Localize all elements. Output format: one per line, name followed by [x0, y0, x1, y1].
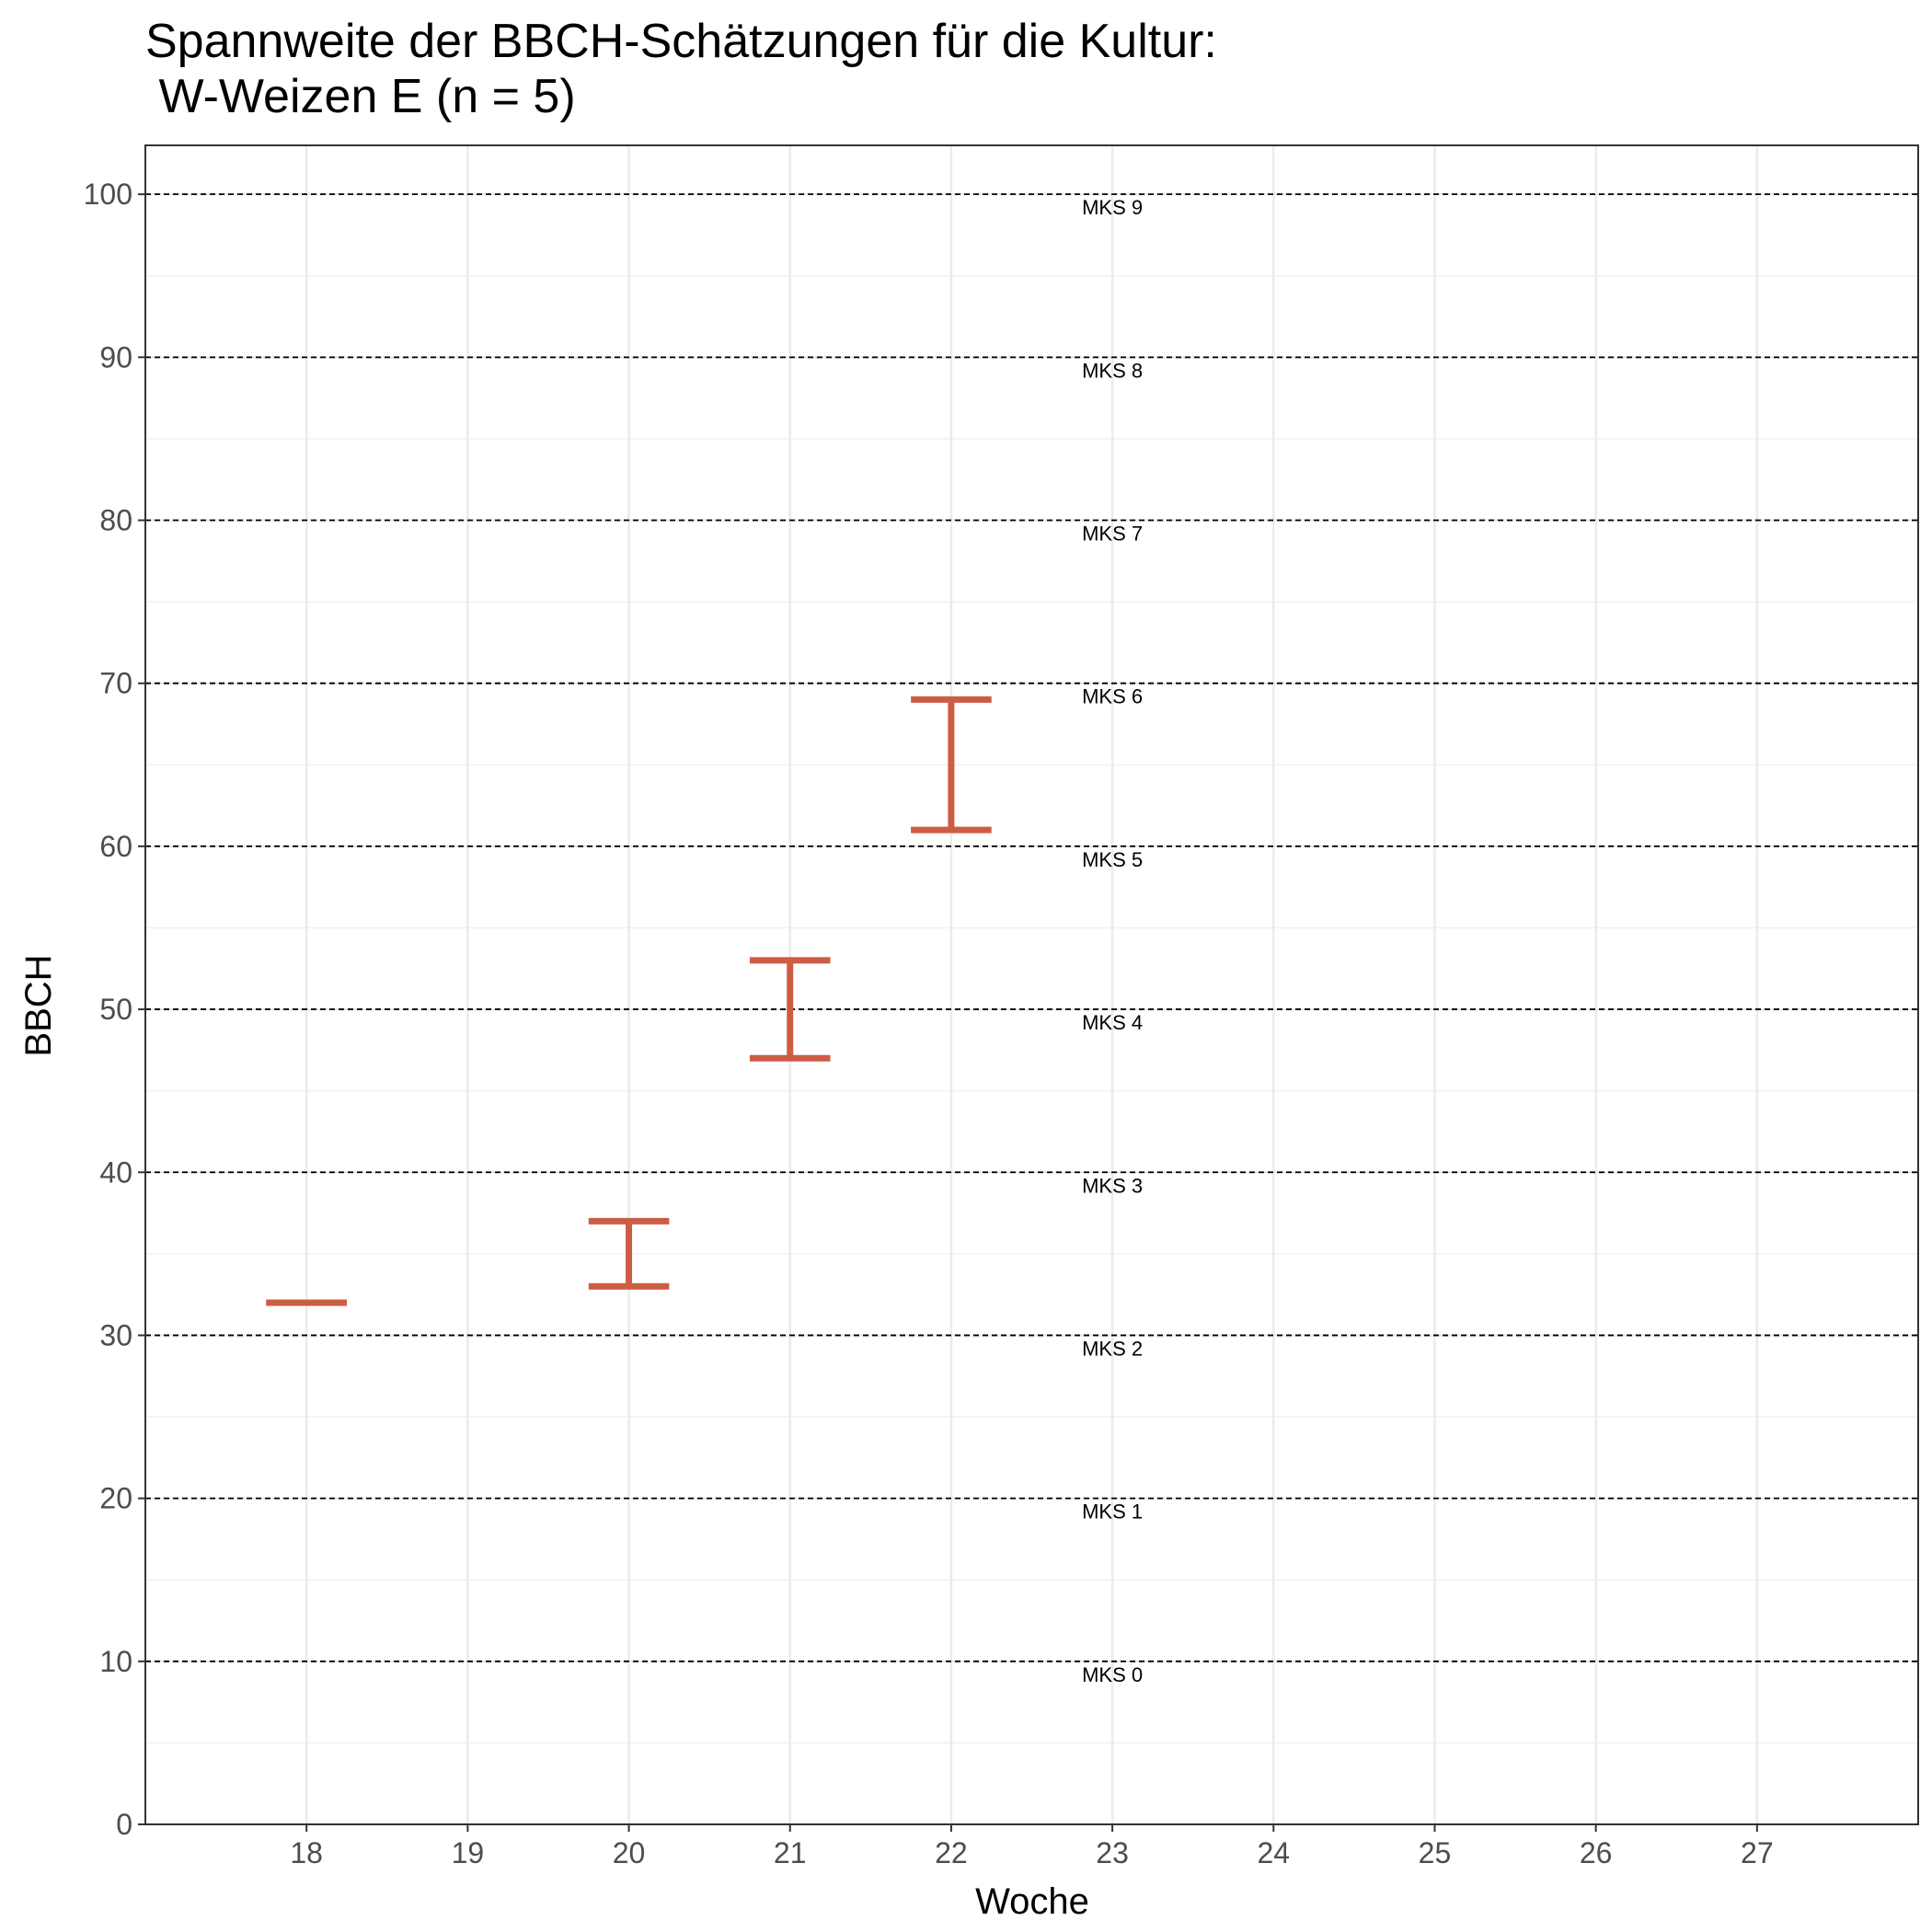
- x-tick-label: 25: [1419, 1836, 1452, 1869]
- x-tick-label: 21: [774, 1836, 807, 1869]
- chart-title-line1: Spannweite der BBCH-Schätzungen für die …: [145, 15, 1217, 68]
- x-tick-label: 23: [1096, 1836, 1129, 1869]
- y-tick-label: 60: [99, 830, 132, 863]
- reference-line-label: MKS 3: [1082, 1174, 1143, 1197]
- x-tick-label: 26: [1580, 1836, 1613, 1869]
- y-tick-label: 40: [99, 1156, 132, 1189]
- reference-line-label: MKS 4: [1082, 1011, 1143, 1034]
- reference-line-label: MKS 1: [1082, 1501, 1143, 1524]
- x-tick-label: 19: [452, 1836, 485, 1869]
- y-tick-label: 0: [116, 1808, 132, 1841]
- reference-line-label: MKS 9: [1082, 196, 1143, 219]
- reference-line-label: MKS 7: [1082, 523, 1143, 546]
- plot-area: MKS 0 MKS 1 MKS 2 MKS 3 MKS 4 MKS 5 MKS 6 MKS 7…: [84, 144, 1919, 1869]
- x-axis-title: Woche: [975, 1881, 1089, 1922]
- chart-title-line2: W-Weizen E (n = 5): [145, 70, 576, 123]
- y-tick-label: 10: [99, 1645, 132, 1678]
- reference-line-label: MKS 8: [1082, 359, 1143, 382]
- panel-border: [144, 144, 1919, 1825]
- x-tick-label: 22: [935, 1836, 968, 1869]
- y-tick-label: 20: [99, 1482, 132, 1515]
- y-tick-label: 90: [99, 340, 132, 374]
- x-tick-label: 18: [290, 1836, 323, 1869]
- x-tick-label: 24: [1257, 1836, 1290, 1869]
- y-tick-label: 50: [99, 993, 132, 1026]
- reference-line-label: MKS 5: [1082, 848, 1143, 871]
- x-tick-label: 27: [1741, 1836, 1774, 1869]
- reference-line-label: MKS 0: [1082, 1663, 1143, 1686]
- y-tick-label: 70: [99, 667, 132, 700]
- y-tick-label: 30: [99, 1318, 132, 1351]
- y-axis-title: BBCH: [18, 954, 59, 1056]
- reference-line-label: MKS 6: [1082, 685, 1143, 708]
- y-tick-label: 80: [99, 504, 132, 537]
- y-tick-label: 100: [84, 178, 132, 211]
- reference-line-label: MKS 2: [1082, 1337, 1143, 1360]
- x-tick-label: 20: [613, 1836, 646, 1869]
